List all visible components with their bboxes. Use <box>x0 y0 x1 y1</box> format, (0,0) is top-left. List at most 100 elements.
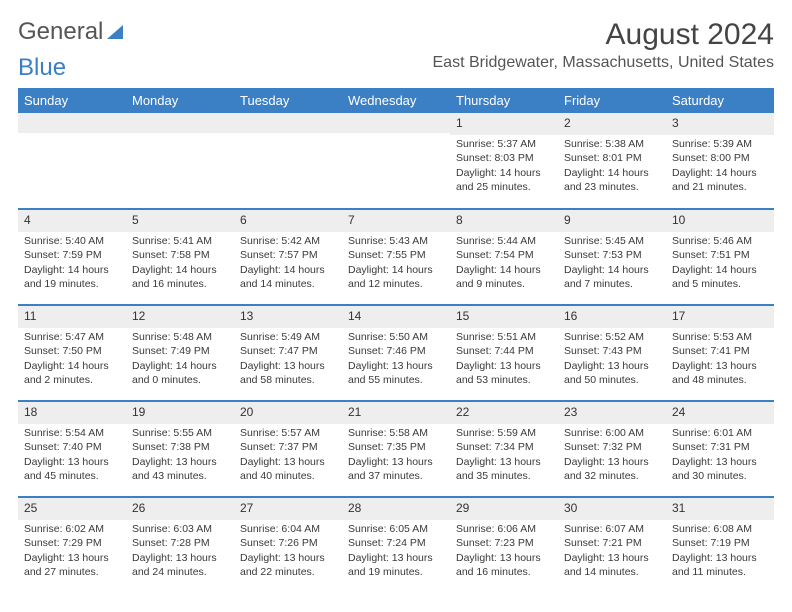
sunrise-text: Sunrise: 6:06 AM <box>456 523 552 537</box>
calendar-day-cell: 26Sunrise: 6:03 AMSunset: 7:28 PMDayligh… <box>126 497 234 593</box>
calendar-day-cell: 30Sunrise: 6:07 AMSunset: 7:21 PMDayligh… <box>558 497 666 593</box>
calendar-day-cell: 13Sunrise: 5:49 AMSunset: 7:47 PMDayligh… <box>234 305 342 401</box>
month-title: August 2024 <box>433 18 775 52</box>
calendar-day-cell: 3Sunrise: 5:39 AMSunset: 8:00 PMDaylight… <box>666 113 774 209</box>
day-body: Sunrise: 5:45 AMSunset: 7:53 PMDaylight:… <box>558 232 666 292</box>
sunrise-text: Sunrise: 5:47 AM <box>24 331 120 345</box>
sunrise-text: Sunrise: 6:01 AM <box>672 427 768 441</box>
daylight-text: Daylight: 14 hours and 25 minutes. <box>456 167 552 194</box>
brand-part1: General <box>18 18 103 46</box>
day-body: Sunrise: 5:42 AMSunset: 7:57 PMDaylight:… <box>234 232 342 292</box>
calendar-day-cell: 15Sunrise: 5:51 AMSunset: 7:44 PMDayligh… <box>450 305 558 401</box>
sunrise-text: Sunrise: 5:45 AM <box>564 235 660 249</box>
daylight-text: Daylight: 13 hours and 50 minutes. <box>564 360 660 387</box>
day-body <box>18 133 126 136</box>
day-number: 29 <box>450 498 558 520</box>
calendar-day-cell: 17Sunrise: 5:53 AMSunset: 7:41 PMDayligh… <box>666 305 774 401</box>
calendar-day-cell: 18Sunrise: 5:54 AMSunset: 7:40 PMDayligh… <box>18 401 126 497</box>
sunrise-text: Sunrise: 6:00 AM <box>564 427 660 441</box>
day-number: 23 <box>558 402 666 424</box>
day-number: 2 <box>558 113 666 135</box>
day-number: 6 <box>234 210 342 232</box>
daylight-text: Daylight: 13 hours and 35 minutes. <box>456 456 552 483</box>
day-number: 24 <box>666 402 774 424</box>
day-number: 9 <box>558 210 666 232</box>
weekday-header: Thursday <box>450 88 558 113</box>
day-number: 25 <box>18 498 126 520</box>
day-body: Sunrise: 5:40 AMSunset: 7:59 PMDaylight:… <box>18 232 126 292</box>
day-number: 22 <box>450 402 558 424</box>
sunset-text: Sunset: 7:21 PM <box>564 537 660 551</box>
sunrise-text: Sunrise: 5:41 AM <box>132 235 228 249</box>
sunrise-text: Sunrise: 5:55 AM <box>132 427 228 441</box>
day-number: 31 <box>666 498 774 520</box>
sunset-text: Sunset: 7:57 PM <box>240 249 336 263</box>
daylight-text: Daylight: 14 hours and 9 minutes. <box>456 264 552 291</box>
calendar-day-cell: 6Sunrise: 5:42 AMSunset: 7:57 PMDaylight… <box>234 209 342 305</box>
daylight-text: Daylight: 13 hours and 43 minutes. <box>132 456 228 483</box>
daylight-text: Daylight: 14 hours and 7 minutes. <box>564 264 660 291</box>
day-body: Sunrise: 6:01 AMSunset: 7:31 PMDaylight:… <box>666 424 774 484</box>
sunset-text: Sunset: 7:58 PM <box>132 249 228 263</box>
day-body: Sunrise: 5:55 AMSunset: 7:38 PMDaylight:… <box>126 424 234 484</box>
daylight-text: Daylight: 13 hours and 27 minutes. <box>24 552 120 579</box>
daylight-text: Daylight: 13 hours and 16 minutes. <box>456 552 552 579</box>
daylight-text: Daylight: 14 hours and 19 minutes. <box>24 264 120 291</box>
day-number: 13 <box>234 306 342 328</box>
sunrise-text: Sunrise: 5:49 AM <box>240 331 336 345</box>
calendar-day-cell: 29Sunrise: 6:06 AMSunset: 7:23 PMDayligh… <box>450 497 558 593</box>
calendar-day-cell <box>234 113 342 209</box>
day-body: Sunrise: 5:47 AMSunset: 7:50 PMDaylight:… <box>18 328 126 388</box>
day-body: Sunrise: 5:58 AMSunset: 7:35 PMDaylight:… <box>342 424 450 484</box>
day-number: 17 <box>666 306 774 328</box>
daylight-text: Daylight: 13 hours and 48 minutes. <box>672 360 768 387</box>
day-body: Sunrise: 5:44 AMSunset: 7:54 PMDaylight:… <box>450 232 558 292</box>
weekday-header: Friday <box>558 88 666 113</box>
calendar-day-cell: 4Sunrise: 5:40 AMSunset: 7:59 PMDaylight… <box>18 209 126 305</box>
day-body: Sunrise: 5:41 AMSunset: 7:58 PMDaylight:… <box>126 232 234 292</box>
sunrise-text: Sunrise: 5:44 AM <box>456 235 552 249</box>
sunset-text: Sunset: 7:34 PM <box>456 441 552 455</box>
day-number: 5 <box>126 210 234 232</box>
daylight-text: Daylight: 14 hours and 0 minutes. <box>132 360 228 387</box>
weekday-header: Wednesday <box>342 88 450 113</box>
daylight-text: Daylight: 13 hours and 45 minutes. <box>24 456 120 483</box>
sunset-text: Sunset: 8:01 PM <box>564 152 660 166</box>
day-body: Sunrise: 5:39 AMSunset: 8:00 PMDaylight:… <box>666 135 774 195</box>
sunrise-text: Sunrise: 5:40 AM <box>24 235 120 249</box>
daylight-text: Daylight: 13 hours and 11 minutes. <box>672 552 768 579</box>
day-number: 12 <box>126 306 234 328</box>
sunrise-text: Sunrise: 5:46 AM <box>672 235 768 249</box>
calendar-day-cell: 22Sunrise: 5:59 AMSunset: 7:34 PMDayligh… <box>450 401 558 497</box>
day-body: Sunrise: 5:53 AMSunset: 7:41 PMDaylight:… <box>666 328 774 388</box>
sunrise-text: Sunrise: 6:07 AM <box>564 523 660 537</box>
calendar-day-cell: 24Sunrise: 6:01 AMSunset: 7:31 PMDayligh… <box>666 401 774 497</box>
day-number: 4 <box>18 210 126 232</box>
day-number: 7 <box>342 210 450 232</box>
sunrise-text: Sunrise: 5:53 AM <box>672 331 768 345</box>
calendar-week-row: 1Sunrise: 5:37 AMSunset: 8:03 PMDaylight… <box>18 113 774 209</box>
sunset-text: Sunset: 8:00 PM <box>672 152 768 166</box>
day-body: Sunrise: 6:07 AMSunset: 7:21 PMDaylight:… <box>558 520 666 580</box>
sunset-text: Sunset: 7:26 PM <box>240 537 336 551</box>
sunset-text: Sunset: 7:46 PM <box>348 345 444 359</box>
sunset-text: Sunset: 7:31 PM <box>672 441 768 455</box>
daylight-text: Daylight: 13 hours and 53 minutes. <box>456 360 552 387</box>
calendar-day-cell: 9Sunrise: 5:45 AMSunset: 7:53 PMDaylight… <box>558 209 666 305</box>
sunset-text: Sunset: 7:44 PM <box>456 345 552 359</box>
calendar-day-cell: 31Sunrise: 6:08 AMSunset: 7:19 PMDayligh… <box>666 497 774 593</box>
day-number <box>342 113 450 133</box>
calendar-day-cell: 27Sunrise: 6:04 AMSunset: 7:26 PMDayligh… <box>234 497 342 593</box>
daylight-text: Daylight: 13 hours and 32 minutes. <box>564 456 660 483</box>
location-subtitle: East Bridgewater, Massachusetts, United … <box>433 54 775 72</box>
sunset-text: Sunset: 7:49 PM <box>132 345 228 359</box>
daylight-text: Daylight: 13 hours and 30 minutes. <box>672 456 768 483</box>
sunrise-text: Sunrise: 5:38 AM <box>564 138 660 152</box>
calendar-day-cell: 23Sunrise: 6:00 AMSunset: 7:32 PMDayligh… <box>558 401 666 497</box>
day-number: 16 <box>558 306 666 328</box>
sunrise-text: Sunrise: 6:05 AM <box>348 523 444 537</box>
day-body <box>342 133 450 136</box>
calendar-day-cell: 7Sunrise: 5:43 AMSunset: 7:55 PMDaylight… <box>342 209 450 305</box>
daylight-text: Daylight: 13 hours and 37 minutes. <box>348 456 444 483</box>
daylight-text: Daylight: 13 hours and 40 minutes. <box>240 456 336 483</box>
